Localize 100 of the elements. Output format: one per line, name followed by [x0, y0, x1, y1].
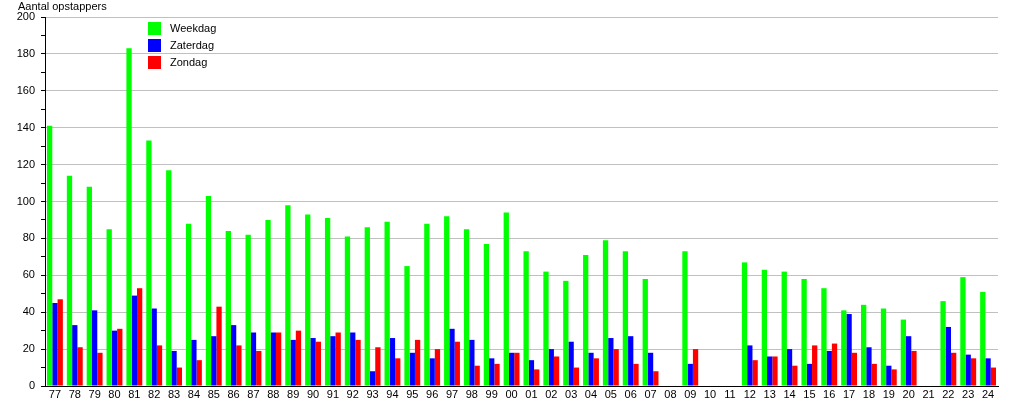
bar — [230, 325, 237, 386]
x-tick-label: 04 — [584, 387, 598, 400]
bar — [871, 363, 877, 386]
x-tick-label: 08 — [664, 387, 677, 400]
bar — [256, 350, 262, 386]
bar — [225, 231, 231, 386]
bar — [806, 363, 813, 386]
bar — [965, 354, 971, 386]
x-tick-label: 90 — [306, 387, 320, 400]
bar — [866, 347, 872, 386]
bar — [375, 347, 381, 386]
x-tick-label: 77 — [48, 387, 62, 400]
bar — [990, 367, 997, 386]
bar — [841, 310, 847, 386]
bar — [265, 219, 271, 386]
bar — [344, 236, 351, 386]
x-tick-label: 23 — [962, 387, 975, 400]
x-tick-label: 92 — [346, 387, 359, 400]
bar — [647, 352, 654, 386]
x-tick-label: 96 — [426, 387, 439, 400]
x-tick-label: 91 — [326, 387, 340, 400]
bar — [792, 365, 798, 386]
x-tick-label: 95 — [406, 387, 419, 400]
bar — [106, 229, 112, 386]
bar — [911, 350, 917, 386]
x-tick-label: 20 — [902, 387, 915, 400]
x-tick-label: 15 — [803, 387, 816, 400]
bar — [191, 339, 197, 386]
x-tick-label: 94 — [386, 387, 399, 400]
bar — [355, 339, 361, 386]
y-tick-label: 40 — [22, 305, 35, 318]
x-tick-label: 86 — [227, 387, 240, 400]
bar — [861, 304, 867, 386]
x-tick-label: 88 — [267, 387, 280, 400]
x-tick-label: 05 — [604, 387, 617, 400]
bar — [409, 352, 415, 386]
bar — [369, 371, 376, 386]
bar — [176, 367, 182, 386]
bar — [350, 332, 356, 386]
bar — [395, 358, 401, 386]
bar — [315, 341, 321, 386]
bar — [86, 186, 92, 386]
bar — [508, 352, 515, 386]
bar — [424, 223, 430, 386]
x-tick-label: 22 — [942, 387, 955, 400]
bar — [534, 369, 540, 386]
bar — [821, 288, 827, 386]
bar — [642, 278, 648, 386]
bar — [886, 365, 892, 386]
bar — [444, 216, 450, 386]
bar — [245, 234, 251, 386]
x-tick-label: 97 — [445, 387, 459, 400]
bar — [46, 125, 53, 386]
x-tick-label: 17 — [842, 387, 856, 400]
x-tick-label: 18 — [862, 387, 876, 400]
bar — [613, 349, 619, 386]
x-tick-label: 24 — [981, 387, 995, 400]
bar — [891, 369, 897, 386]
bar — [185, 223, 192, 386]
x-tick-label: 06 — [624, 387, 637, 400]
bar — [593, 358, 599, 386]
legend-label: Zaterdag — [170, 39, 215, 52]
bar — [608, 338, 614, 386]
bar — [434, 349, 441, 386]
bar — [781, 271, 787, 386]
bar — [384, 221, 390, 386]
bar — [523, 251, 529, 386]
bar — [156, 345, 163, 386]
bar — [741, 262, 748, 386]
x-tick-label: 13 — [763, 387, 776, 400]
bar — [489, 358, 495, 386]
x-tick-label: 78 — [68, 387, 81, 400]
x-tick-label: 99 — [485, 387, 498, 400]
bar — [985, 358, 991, 386]
x-tick-label: 02 — [545, 387, 558, 400]
bar — [117, 328, 123, 386]
x-tick-label: 81 — [128, 387, 141, 400]
x-tick-label: 16 — [823, 387, 836, 400]
bar — [786, 349, 793, 386]
bar — [494, 363, 500, 386]
bar — [131, 295, 137, 386]
bar — [772, 356, 778, 386]
bar — [449, 328, 455, 386]
bar — [940, 301, 946, 386]
bar — [97, 352, 103, 386]
bar — [653, 371, 659, 386]
bar — [628, 336, 634, 386]
bar — [767, 356, 773, 386]
bar — [880, 308, 887, 386]
bar — [171, 350, 177, 386]
bar — [196, 360, 202, 386]
bar — [692, 349, 699, 386]
legend-label: Weekdag — [170, 22, 217, 35]
bar — [295, 330, 302, 386]
x-tick-label: 07 — [644, 387, 657, 400]
bar — [404, 266, 410, 386]
bar — [66, 175, 73, 386]
x-tick-label: 10 — [703, 387, 717, 400]
y-tick-label: 80 — [22, 231, 35, 244]
bar — [111, 330, 118, 386]
